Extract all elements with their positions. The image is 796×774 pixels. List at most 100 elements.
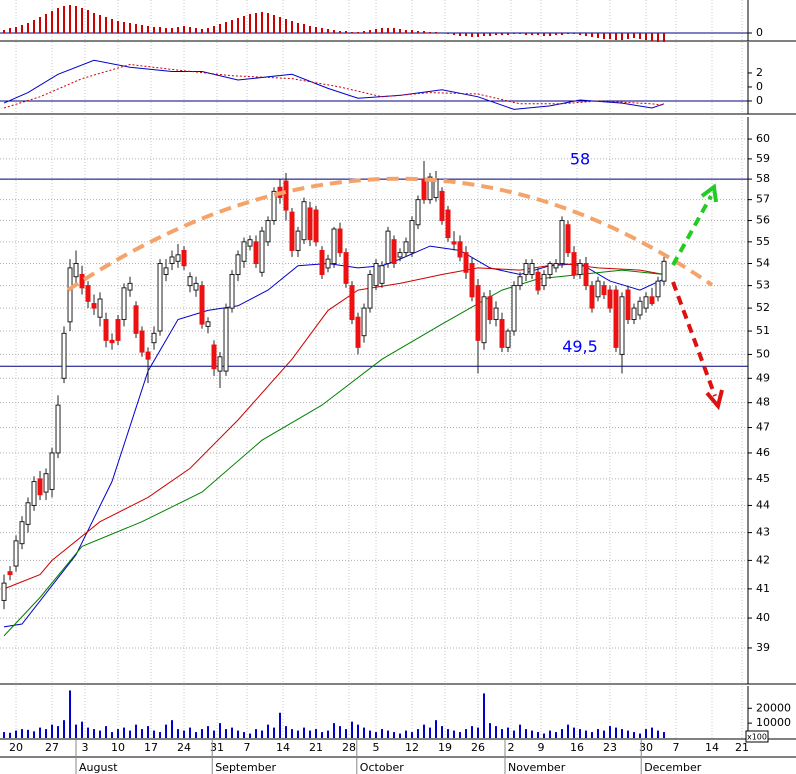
series-line: [3, 269, 665, 637]
bar: [309, 730, 312, 738]
bar: [519, 33, 522, 34]
x-tick-label: 21: [735, 741, 749, 754]
candle-body: [367, 274, 373, 309]
y-tick-label: 55: [756, 235, 770, 248]
bar: [657, 33, 660, 42]
bar: [405, 730, 408, 738]
level-label: 49,5: [562, 337, 598, 356]
y-tick-label: 0: [756, 26, 763, 39]
bar: [591, 732, 594, 738]
bar: [483, 33, 486, 36]
bar: [111, 19, 114, 33]
bar: [375, 29, 378, 33]
bar: [105, 17, 108, 33]
bar: [477, 33, 480, 37]
candle-body: [511, 285, 517, 332]
bar: [393, 28, 396, 33]
bar: [507, 33, 510, 35]
bar: [255, 13, 258, 33]
candle-body: [133, 305, 139, 334]
bar: [633, 732, 636, 738]
series-line: [3, 245, 665, 628]
y-tick-label: 0: [756, 80, 763, 93]
bar: [213, 26, 216, 33]
bar: [387, 730, 390, 738]
bar: [621, 729, 624, 738]
bar: [483, 693, 486, 738]
bar: [165, 724, 168, 738]
bar: [651, 727, 654, 738]
candle-body: [385, 230, 391, 265]
bar: [81, 8, 84, 33]
candle-body: [493, 307, 499, 321]
bar: [351, 32, 354, 33]
candle-body: [1, 582, 7, 601]
candle-body: [247, 239, 253, 247]
bar: [153, 27, 156, 33]
bar: [609, 726, 612, 738]
candle-body: [121, 287, 127, 321]
candle-body: [541, 274, 547, 287]
bar: [513, 730, 516, 738]
candle-body: [661, 260, 667, 282]
bar: [591, 33, 594, 37]
candle-body: [241, 241, 247, 262]
bar: [147, 726, 150, 738]
y-tick-label: 39: [756, 641, 770, 654]
bar: [45, 14, 48, 33]
bar: [9, 28, 12, 33]
bar: [63, 720, 66, 738]
bar: [333, 30, 336, 33]
bar: [309, 26, 312, 33]
bar: [57, 8, 60, 33]
y-tick-label: 10000: [756, 716, 791, 729]
x-tick-label: 7: [673, 741, 680, 754]
bar: [189, 727, 192, 738]
bar: [159, 732, 162, 738]
x-tick-label: 5: [373, 741, 380, 754]
candle-body: [583, 263, 589, 287]
candle-body: [337, 228, 343, 254]
bar: [663, 732, 666, 738]
candle-body: [223, 307, 229, 372]
month-label: October: [360, 761, 404, 774]
bar: [51, 11, 54, 33]
candle-body: [199, 285, 205, 325]
x-tick-label: 14: [705, 741, 719, 754]
bar: [297, 730, 300, 738]
bar: [87, 10, 90, 33]
candle-body: [331, 228, 337, 265]
y-tick-label: 45: [756, 472, 770, 485]
candle-body: [181, 249, 187, 267]
candle-body: [355, 316, 361, 348]
candle-body: [301, 201, 307, 241]
candle-body: [427, 176, 433, 201]
bar: [321, 732, 324, 738]
bar: [135, 24, 138, 33]
y-tick-label: 46: [756, 446, 770, 459]
candle-body: [469, 263, 475, 298]
candle-body: [271, 190, 277, 222]
bar: [357, 32, 360, 33]
bar: [627, 33, 630, 39]
x-tick-label: 16: [570, 741, 584, 754]
bar: [327, 730, 330, 738]
candle-body: [439, 190, 445, 222]
bar: [27, 23, 30, 33]
candle-body: [253, 241, 259, 265]
y-tick-label: 54: [756, 257, 770, 270]
candle-body: [349, 285, 355, 321]
bar: [285, 726, 288, 738]
bar: [471, 726, 474, 738]
candle-body: [37, 478, 43, 496]
candle-body: [109, 339, 115, 344]
bar: [387, 28, 390, 33]
bar: [435, 32, 438, 33]
bar: [33, 20, 36, 33]
x-tick-label: 14: [276, 741, 290, 754]
candle-body: [613, 289, 619, 348]
bar: [195, 732, 198, 738]
candle-body: [49, 452, 55, 490]
bar: [291, 729, 294, 738]
bar: [615, 33, 618, 40]
